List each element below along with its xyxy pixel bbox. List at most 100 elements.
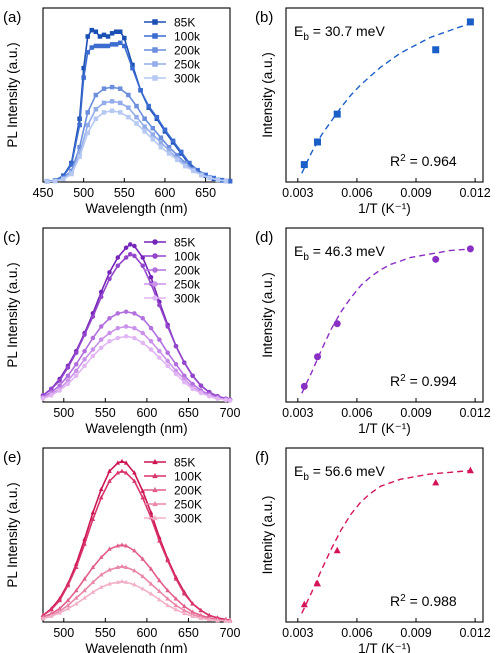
data-point <box>170 138 176 144</box>
data-point <box>432 478 440 486</box>
data-point <box>69 171 74 177</box>
legend-label: 100k <box>174 250 201 264</box>
data-point <box>206 394 212 399</box>
legend-marker <box>152 61 158 67</box>
data-point <box>107 316 112 321</box>
data-point <box>115 325 121 331</box>
data-point <box>98 324 104 329</box>
data-point <box>173 596 179 601</box>
data-point <box>126 105 131 110</box>
data-point <box>165 558 170 563</box>
data-point <box>140 340 145 346</box>
data-point <box>314 579 322 587</box>
data-point <box>198 607 204 613</box>
x-tick-label: 550 <box>114 186 135 200</box>
data-point <box>113 29 119 34</box>
data-point <box>123 324 129 329</box>
data-point <box>98 294 104 300</box>
data-point <box>130 62 135 68</box>
data-point <box>173 602 179 608</box>
data-point <box>122 35 127 41</box>
data-point <box>123 334 129 339</box>
data-point <box>107 581 112 586</box>
data-point <box>165 596 170 601</box>
x-tick-label: 0.009 <box>400 626 431 640</box>
x-tick-label: 550 <box>95 406 116 420</box>
x-tick-label: 0.003 <box>282 406 313 420</box>
r2-annotation: R2 = 0.988 <box>390 593 457 609</box>
data-point <box>101 86 107 91</box>
data-point <box>109 31 115 36</box>
data-point <box>157 302 162 308</box>
legend-marker <box>152 281 158 287</box>
data-point <box>115 335 121 341</box>
data-point <box>90 579 96 584</box>
data-point <box>90 510 96 515</box>
data-point <box>132 568 137 573</box>
data-point <box>65 365 71 370</box>
data-point <box>466 466 474 474</box>
data-point <box>190 609 195 614</box>
eb-annotation: Eb = 56.6 meV <box>294 463 385 483</box>
data-point <box>150 125 156 131</box>
x-tick-label: 0.006 <box>341 626 372 640</box>
data-point <box>117 29 123 34</box>
data-point <box>206 612 212 618</box>
legend-marker <box>152 253 158 259</box>
x-tick-label: 600 <box>136 626 157 640</box>
legend-marker <box>152 239 158 245</box>
legend-label: 85K <box>174 236 195 250</box>
x-axis-label: 1/T (K⁻¹) <box>358 201 411 216</box>
data-point <box>157 355 162 360</box>
data-point <box>85 50 90 55</box>
data-point <box>73 373 79 378</box>
data-point <box>142 129 147 134</box>
data-point <box>109 42 115 47</box>
data-point <box>123 470 129 475</box>
data-point <box>140 255 145 260</box>
data-point <box>148 591 154 596</box>
data-point <box>65 602 71 608</box>
data-point <box>130 65 135 71</box>
panel-a: 450 500 550 600 650 Wavelength (nm) PL Intensi… <box>3 7 233 216</box>
data-point <box>466 18 474 26</box>
data-point <box>57 388 62 393</box>
data-point <box>82 541 87 546</box>
data-point <box>90 589 96 594</box>
legend-label: 85K <box>174 456 195 470</box>
x-tick-label: 500 <box>73 186 94 200</box>
data-point <box>98 345 104 351</box>
data-point <box>173 576 179 581</box>
panel-letter: (a) <box>3 9 21 26</box>
data-point <box>101 32 107 38</box>
panel-letter: (e) <box>3 449 21 466</box>
data-point <box>173 371 179 377</box>
panel-letter: (c) <box>3 229 21 246</box>
x-tick-label: 0.003 <box>282 186 313 200</box>
data-point <box>97 43 103 49</box>
series-100k <box>40 252 233 402</box>
data-point <box>107 567 112 572</box>
data-point <box>107 546 112 551</box>
data-point <box>119 578 125 584</box>
data-point <box>191 168 196 174</box>
data-point <box>89 45 95 50</box>
fit-curve <box>301 23 472 174</box>
data-point <box>123 543 129 548</box>
data-point <box>190 386 195 392</box>
data-point <box>126 92 131 98</box>
data-point <box>115 311 121 316</box>
legend-label: 250k <box>174 278 201 292</box>
data-point <box>69 162 74 167</box>
data-point <box>97 34 103 39</box>
data-point <box>73 361 79 367</box>
x-axis-label: Wavelength (nm) <box>85 201 187 216</box>
data-point <box>300 382 308 390</box>
data-point <box>123 309 129 314</box>
data-point <box>93 92 99 98</box>
data-point <box>142 116 147 121</box>
x-tick-label: 0.006 <box>341 186 372 200</box>
data-point <box>166 144 172 150</box>
panel-letter: (f) <box>255 449 269 466</box>
